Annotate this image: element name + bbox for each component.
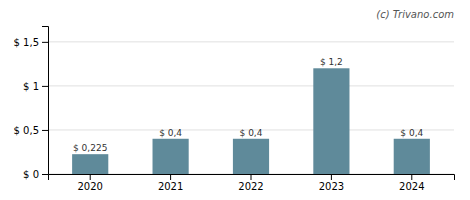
bar (233, 139, 269, 174)
bar (313, 68, 349, 174)
y-tick-label: $ 1,5 (14, 37, 39, 48)
x-tick-label: 2023 (319, 181, 344, 192)
data-label: $ 0,4 (240, 128, 263, 138)
y-tick-label: $ 0,5 (14, 125, 39, 136)
grid-line (48, 41, 454, 42)
x-tick-label: 2020 (77, 181, 102, 192)
plot: $ 0 $ 0,5 $ 1 $ 1,5 2020 2021 2022 2023 2024 $ 0,… (14, 9, 455, 192)
x-tick-mark (411, 174, 412, 180)
x-tick-label: 2022 (238, 181, 263, 192)
x-axis-line (49, 175, 455, 181)
data-label: $ 0,4 (159, 128, 182, 138)
x-tick: 2021 (158, 174, 183, 192)
grid (48, 42, 454, 174)
x-tick: 2024 (399, 174, 424, 192)
y-axis-line (42, 27, 49, 175)
y-tick-mark (42, 86, 48, 87)
chart: $ 0 $ 0,5 $ 1 $ 1,5 2020 2021 2022 2023 2024 $ 0,… (0, 0, 470, 200)
x-tick-mark (170, 174, 171, 180)
data-label: $ 0,4 (400, 128, 423, 138)
bars (72, 68, 430, 174)
x-tick: 2023 (319, 174, 344, 192)
y-tick: $ 1 (23, 81, 48, 92)
bar (72, 154, 108, 174)
x-tick-mark (251, 174, 252, 180)
y-tick-mark (42, 42, 48, 43)
bar (153, 139, 189, 174)
y-axis: $ 0 $ 0,5 $ 1 $ 1,5 (14, 27, 49, 180)
y-tick-mark (42, 130, 48, 131)
x-axis: 2020 2021 2022 2023 2024 (49, 174, 455, 192)
y-tick-label: $ 0 (23, 169, 39, 180)
y-tick-mark (42, 174, 48, 175)
grid-line (48, 85, 454, 86)
bar (394, 139, 430, 174)
x-tick-label: 2021 (158, 181, 183, 192)
y-tick: $ 0,5 (14, 125, 48, 136)
x-tick: 2022 (238, 174, 263, 192)
x-tick: 2020 (77, 174, 102, 192)
x-tick-mark (331, 174, 332, 180)
y-tick-label: $ 1 (23, 81, 39, 92)
x-tick-label: 2024 (399, 181, 424, 192)
data-label: $ 1,2 (320, 57, 343, 67)
x-tick-mark (90, 174, 91, 180)
watermark: (c) Trivano.com (376, 9, 454, 20)
y-tick: $ 1,5 (14, 37, 48, 48)
data-labels: $ 0,225 $ 0,4 $ 0,4 $ 1,2 $ 0,4 (73, 57, 423, 153)
data-label: $ 0,225 (73, 143, 107, 153)
y-tick: $ 0 (23, 169, 48, 180)
